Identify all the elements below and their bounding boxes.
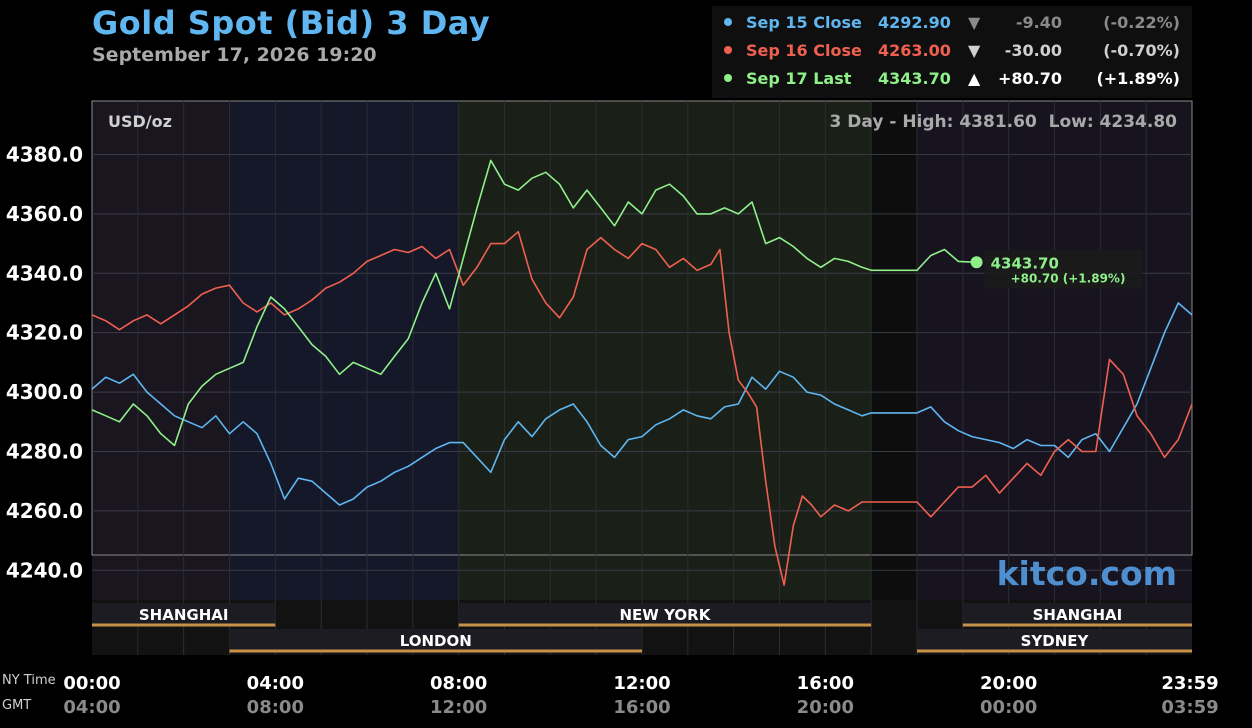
y-tick-label: 4380.0 <box>6 142 83 166</box>
chart-title: Gold Spot (Bid) 3 Day <box>92 4 491 42</box>
session-band-newyork <box>458 101 872 600</box>
summary-change: +80.70 <box>997 69 1062 88</box>
summary-row-sep15: Sep 15 Close 4292.90 ▼ -9.40 (-0.22%) <box>712 9 1192 35</box>
series-dot-sep15 <box>724 18 732 26</box>
session-label: SHANGHAI <box>139 606 229 624</box>
summary-label: Sep 17 Last <box>746 69 852 88</box>
summary-percent: (-0.70%) <box>1103 41 1180 60</box>
session-bar <box>92 603 276 625</box>
gmt-label: GMT <box>2 698 31 713</box>
last-price-dot <box>970 256 983 269</box>
session-bar <box>458 603 872 625</box>
x-tick-label-ny: 00:00 <box>63 673 120 694</box>
x-tick-label-ny: 16:00 <box>797 673 854 694</box>
series-line-sep-16-close <box>91 230 1193 586</box>
session-label: SHANGHAI <box>1033 606 1123 624</box>
x-tick-label-ny: 04:00 <box>247 673 304 694</box>
summary-value: 4292.90 <box>878 13 951 32</box>
session-band-london <box>229 101 459 600</box>
y-tick-label: 4340.0 <box>6 261 83 285</box>
down-arrow-icon: ▼ <box>968 41 981 60</box>
y-tick-label: 4260.0 <box>6 499 83 523</box>
y-tick-label: 4360.0 <box>6 202 83 226</box>
session-band-closed <box>871 101 917 600</box>
x-tick-label-ny: 12:00 <box>613 673 670 694</box>
x-tick-label-gmt: 03:59 <box>1161 697 1218 718</box>
y-tick-label: 4300.0 <box>6 380 83 404</box>
x-tick-label-ny: 23:59 <box>1161 673 1218 694</box>
chart-timestamp: September 17, 2026 19:20 <box>92 44 377 66</box>
summary-row-sep17: Sep 17 Last 4343.70 ▲ +80.70 (+1.89%) <box>712 65 1192 91</box>
y-tick-label: 4240.0 <box>6 558 83 582</box>
high-low-label: 3 Day - High: 4381.60 Low: 4234.80 <box>830 112 1178 132</box>
x-tick-label-ny: 08:00 <box>430 673 487 694</box>
x-tick-label-gmt: 00:00 <box>980 697 1037 718</box>
session-bar <box>962 603 1192 625</box>
series-line-sep-15-close <box>91 302 1193 506</box>
ny-time-label: NY Time <box>2 673 56 688</box>
x-tick-label-ny: 20:00 <box>980 673 1037 694</box>
y-tick-label: 4320.0 <box>6 321 83 345</box>
session-band-shanghai <box>92 101 230 600</box>
summary-change: -9.40 <box>1015 13 1062 32</box>
session-label: SYDNEY <box>1021 632 1090 650</box>
session-label: LONDON <box>400 632 472 650</box>
x-tick-label-gmt: 08:00 <box>247 697 304 718</box>
last-price-label: 4343.70 <box>991 254 1059 272</box>
summary-percent: (+1.89%) <box>1096 69 1180 88</box>
series-line-sep-17-last <box>91 159 977 447</box>
last-price-change: +80.70 (+1.89%) <box>1011 271 1126 285</box>
session-label: NEW YORK <box>620 606 712 624</box>
unit-label: USD/oz <box>108 112 172 131</box>
x-tick-label-gmt: 16:00 <box>613 697 670 718</box>
series-dot-sep16 <box>724 46 732 54</box>
summary-row-sep16: Sep 16 Close 4263.00 ▼ -30.00 (-0.70%) <box>712 37 1192 63</box>
summary-value: 4343.70 <box>878 69 951 88</box>
up-arrow-icon: ▲ <box>968 69 981 88</box>
summary-legend: Sep 15 Close 4292.90 ▼ -9.40 (-0.22%) Se… <box>712 6 1192 98</box>
summary-value: 4263.00 <box>878 41 951 60</box>
watermark: kitco.com <box>997 554 1177 593</box>
session-bar <box>917 629 1192 651</box>
y-tick-label: 4280.0 <box>6 439 83 463</box>
x-tick-label-gmt: 04:00 <box>63 697 120 718</box>
last-price-box <box>984 250 1143 289</box>
session-bar <box>229 629 642 651</box>
summary-change: -30.00 <box>1004 41 1062 60</box>
summary-label: Sep 16 Close <box>746 41 862 60</box>
summary-percent: (-0.22%) <box>1103 13 1180 32</box>
down-arrow-icon: ▼ <box>968 13 981 32</box>
summary-label: Sep 15 Close <box>746 13 862 32</box>
x-tick-label-gmt: 12:00 <box>430 697 487 718</box>
x-tick-label-gmt: 20:00 <box>797 697 854 718</box>
series-dot-sep17 <box>724 74 732 82</box>
